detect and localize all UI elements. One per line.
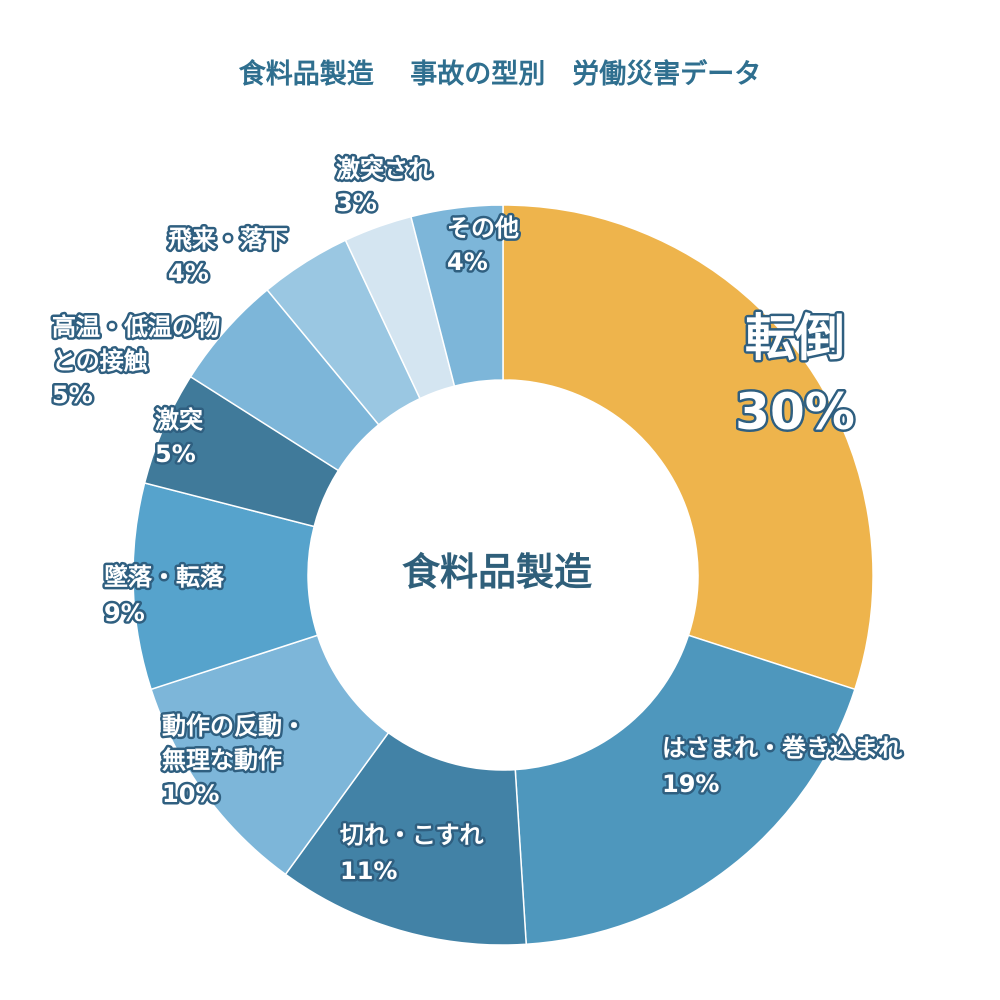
slice-percent: 19% [662,770,719,798]
slice-percent: 4% [447,248,488,276]
slice-name: 飛来・落下 [168,225,288,253]
slice-label-7: 高温・低温の物との接触 5% [52,313,220,409]
slice-percent: 4% [168,259,209,287]
center-label: 食料品製造 [402,550,592,594]
slice-2 [514,634,856,946]
slice-labels: 転倒 30% はさまれ・巻き込まれ 19% 切れ・こすれ 11% 動作の反動・無理な動作 10… [50,153,905,888]
slice-name: 動作の反動・ [162,712,306,740]
slice-label-4: 動作の反動・無理な動作 10% [162,712,306,808]
slice-label-3: 切れ・こすれ 11% [340,821,484,885]
slice-name: 墜落・転落 [104,563,225,591]
slice-label-5: 墜落・転落 9% [104,563,225,627]
slice-percent: 3% [336,189,377,217]
slice-label-1: 転倒 30% [735,309,855,441]
slice-name: 激突され [336,155,432,183]
slice-percent: 9% [104,599,145,627]
slice-label-2: はさまれ・巻き込まれ 19% [662,734,902,798]
slice-percent: 5% [52,381,93,409]
slice-name: はさまれ・巻き込まれ [662,734,902,762]
slice-percent: 10% [162,780,219,808]
slice-name: 高温・低温の物 [52,313,220,341]
slice-label-8: 飛来・落下 4% [168,225,288,287]
slice-1 [502,204,874,691]
slice-label-6: 激突 5% [155,406,203,468]
slice-name: その他 [447,214,519,242]
donut-slices [132,204,874,946]
slice-name: との接触 [52,347,148,375]
slice-label-9: 激突され 3% [336,155,432,217]
slice-name: 激突 [155,406,203,434]
slice-percent: 11% [340,857,397,885]
slice-percent: 5% [155,440,196,468]
chart-title: 食料品製造 事故の型別 労働災害データ [238,59,762,90]
slice-percent: 30% [735,383,855,441]
slice-10 [410,204,504,388]
slice-name: 無理な動作 [162,746,282,774]
slice-label-10: その他 4% [447,214,519,276]
slice-name: 転倒 [745,309,845,367]
slice-name: 切れ・こすれ [340,821,484,849]
